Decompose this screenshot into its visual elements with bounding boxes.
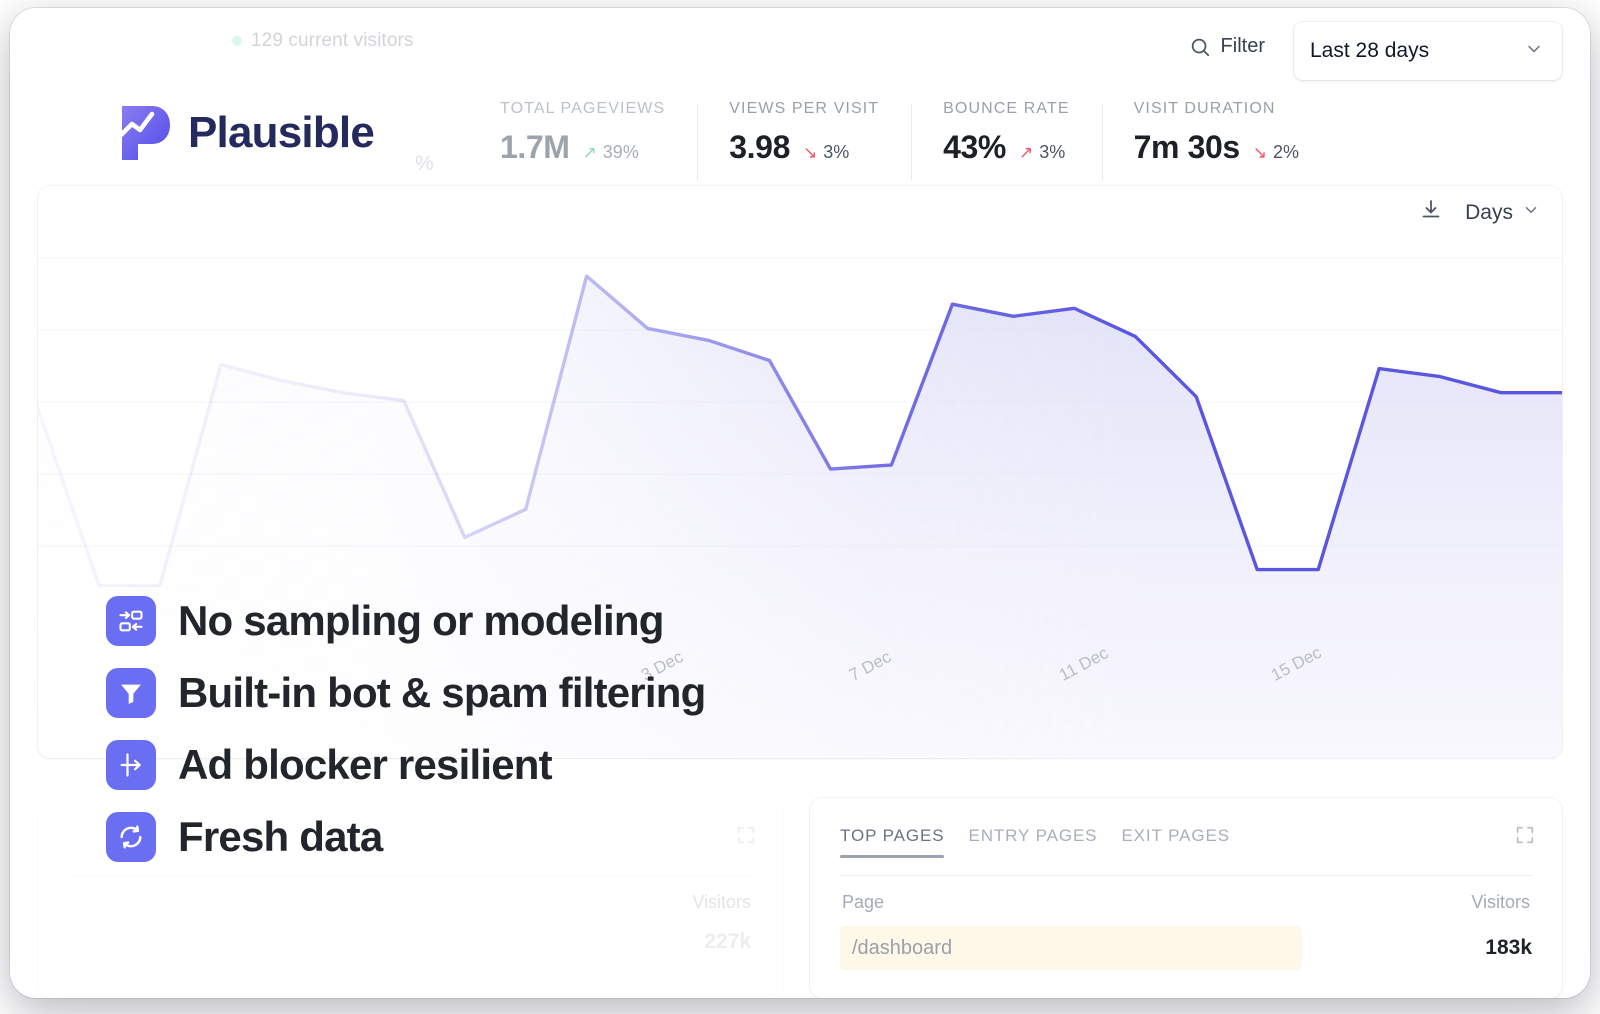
metric-value: 7m 30s bbox=[1133, 129, 1241, 165]
feature-item-bot-filtering: Built-in bot & spam filtering bbox=[106, 668, 706, 718]
feature-list: No sampling or modeling Built-in bot & s… bbox=[106, 596, 706, 862]
metric-delta: ↘ 3% bbox=[803, 142, 849, 163]
metric-delta: ↗ 3% bbox=[1019, 142, 1065, 163]
metric-delta-value: 2% bbox=[1273, 142, 1300, 162]
chevron-down-icon bbox=[1522, 201, 1540, 225]
feature-item-ad-blocker: Ad blocker resilient bbox=[106, 740, 705, 790]
panel-divider bbox=[840, 875, 1532, 876]
chart-plot-area[interactable]: 3 Dec 7 Dec 11 Dec 15 Dec bbox=[38, 238, 1562, 758]
metric-delta-value: 3% bbox=[823, 142, 850, 162]
plausible-logo-mark-icon bbox=[118, 102, 172, 164]
metric-label: VIEWS PER VISIT bbox=[729, 100, 880, 117]
expand-icon[interactable] bbox=[1514, 824, 1536, 851]
metric-delta-value: 3% bbox=[1039, 142, 1066, 162]
top-bar: 129 current visitors Filter Last 28 days bbox=[10, 8, 1590, 86]
filter-button[interactable]: Filter bbox=[1189, 35, 1265, 58]
metric-bounce-rate[interactable]: BOUNCE RATE 43% ↗ 3% bbox=[911, 100, 1101, 184]
feature-label: Ad blocker resilient bbox=[178, 741, 553, 788]
live-dot-icon bbox=[232, 36, 242, 46]
chevron-down-icon bbox=[1524, 39, 1544, 64]
column-header-visitors: Visitors bbox=[692, 892, 751, 912]
filter-label: Filter bbox=[1220, 35, 1265, 57]
data-transfer-icon bbox=[106, 596, 156, 646]
brand-and-metrics-row: Plausible % TOTAL PAGEVIEWS 1.7M ↗ 39% V… bbox=[10, 86, 1590, 196]
tab-exit-pages[interactable]: EXIT PAGES bbox=[1121, 826, 1230, 845]
metric-views-per-visit[interactable]: VIEWS PER VISIT 3.98 ↘ 3% bbox=[697, 100, 911, 184]
column-header-visitors: Visitors bbox=[1471, 892, 1530, 912]
tab-entry-pages[interactable]: ENTRY PAGES bbox=[968, 826, 1098, 845]
pages-panel: TOP PAGES ENTRY PAGES EXIT PAGES Page Vi… bbox=[810, 798, 1562, 998]
feature-label: Built-in bot & spam filtering bbox=[178, 669, 706, 716]
chart-series-visitors bbox=[38, 274, 1562, 758]
metric-delta: ↗ 39% bbox=[583, 142, 639, 163]
arrow-down-right-icon: ↘ bbox=[1252, 143, 1268, 162]
interval-label: Days bbox=[1465, 200, 1513, 224]
metric-label: BOUNCE RATE bbox=[943, 100, 1070, 117]
metric-total-pageviews[interactable]: TOTAL PAGEVIEWS 1.7M ↗ 39% bbox=[468, 100, 697, 184]
metric-label: TOTAL PAGEVIEWS bbox=[500, 100, 666, 117]
arrow-through-barrier-icon bbox=[106, 740, 156, 790]
search-icon bbox=[1189, 36, 1211, 58]
plausible-logo[interactable]: Plausible bbox=[118, 102, 375, 164]
metric-value: 1.7M bbox=[500, 129, 570, 165]
brand-name: Plausible bbox=[188, 108, 375, 157]
metric-value: 43% bbox=[943, 129, 1006, 165]
refresh-sync-icon bbox=[106, 812, 156, 862]
arrow-down-right-icon: ↘ bbox=[802, 143, 818, 162]
metric-value: 3.98 bbox=[729, 129, 790, 165]
feature-label: Fresh data bbox=[178, 813, 383, 860]
pages-panel-tabs: TOP PAGES ENTRY PAGES EXIT PAGES bbox=[840, 826, 1230, 858]
panel-left-visitors-value: 227k bbox=[704, 930, 751, 953]
dashboard-window: 129 current visitors Filter Last 28 days bbox=[10, 8, 1590, 998]
expand-icon[interactable] bbox=[735, 824, 757, 851]
arrow-up-right-icon: ↗ bbox=[1019, 143, 1034, 162]
arrow-up-right-icon: ↗ bbox=[582, 143, 597, 162]
visitors-chart-card: Days bbox=[38, 186, 1562, 758]
sources-panel: Visitors 227k bbox=[38, 798, 783, 998]
current-visitors-label: 129 current visitors bbox=[251, 30, 414, 51]
date-range-label: Last 28 days bbox=[1310, 39, 1430, 62]
visitors-area-chart bbox=[38, 257, 1562, 758]
row-visitors-value: 183k bbox=[1485, 936, 1532, 959]
feature-item-no-sampling: No sampling or modeling bbox=[106, 596, 705, 646]
funnel-filter-icon bbox=[106, 668, 156, 718]
metric-visit-duration[interactable]: VISIT DURATION 7m 30s ↘ 2% bbox=[1101, 100, 1331, 184]
feature-item-fresh-data: Fresh data bbox=[106, 812, 705, 862]
metric-delta: ↘ 2% bbox=[1253, 142, 1299, 163]
current-visitors-indicator[interactable]: 129 current visitors bbox=[232, 30, 414, 52]
row-progress-bar bbox=[840, 926, 1302, 970]
metric-delta-value: 39% bbox=[602, 142, 639, 162]
ghost-percent-label: % bbox=[415, 152, 434, 175]
tab-top-pages[interactable]: TOP PAGES bbox=[840, 826, 945, 858]
metrics-bar: TOTAL PAGEVIEWS 1.7M ↗ 39% VIEWS PER VIS… bbox=[468, 100, 1331, 184]
date-range-selector[interactable]: Last 28 days bbox=[1294, 22, 1562, 80]
panel-divider bbox=[68, 875, 753, 876]
table-row[interactable]: /dashboard 183k bbox=[840, 926, 1540, 970]
feature-label: No sampling or modeling bbox=[178, 597, 664, 644]
row-page-label: /dashboard bbox=[852, 937, 953, 959]
chart-toolbar: Days bbox=[1419, 198, 1540, 227]
metric-label: VISIT DURATION bbox=[1133, 100, 1276, 117]
download-icon[interactable] bbox=[1419, 198, 1443, 227]
interval-selector[interactable]: Days bbox=[1465, 201, 1540, 225]
column-header-page: Page bbox=[842, 892, 885, 912]
